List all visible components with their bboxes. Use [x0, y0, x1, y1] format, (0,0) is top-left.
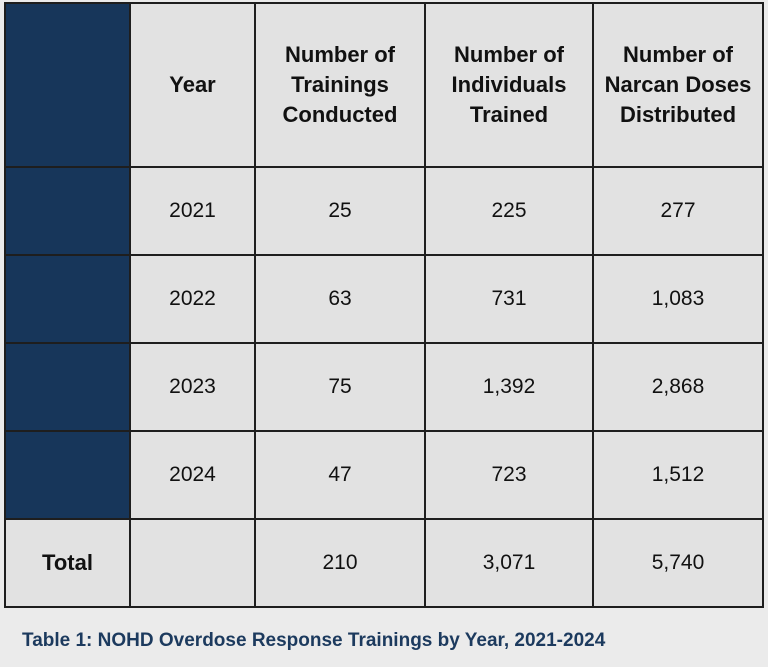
individuals-cell: 225: [424, 166, 594, 256]
training-data-table: Year Number of Trainings Conducted Numbe…: [4, 2, 764, 608]
table-row: 2023 75 1,392 2,868: [4, 342, 764, 432]
narcan-cell: 1,083: [592, 254, 764, 344]
trainings-cell: 25: [254, 166, 426, 256]
header-cell-trainings: Number of Trainings Conducted: [254, 2, 426, 168]
total-narcan-cell: 5,740: [592, 518, 764, 608]
header-cell-blank: [4, 2, 131, 168]
row-label-cell: [4, 342, 131, 432]
year-cell: 2021: [129, 166, 256, 256]
narcan-cell: 277: [592, 166, 764, 256]
table-row: 2022 63 731 1,083: [4, 254, 764, 344]
row-label-cell: [4, 254, 131, 344]
year-cell: 2024: [129, 430, 256, 520]
trainings-cell: 47: [254, 430, 426, 520]
table-header-row: Year Number of Trainings Conducted Numbe…: [4, 2, 764, 168]
individuals-cell: 1,392: [424, 342, 594, 432]
header-cell-year: Year: [129, 2, 256, 168]
table-container: Year Number of Trainings Conducted Numbe…: [4, 2, 764, 608]
trainings-cell: 63: [254, 254, 426, 344]
trainings-cell: 75: [254, 342, 426, 432]
row-label-cell: [4, 430, 131, 520]
table-row: 2021 25 225 277: [4, 166, 764, 256]
table-caption: Table 1: NOHD Overdose Response Training…: [22, 630, 606, 651]
table-total-row: Total 210 3,071 5,740: [4, 518, 764, 608]
total-individuals-cell: 3,071: [424, 518, 594, 608]
individuals-cell: 723: [424, 430, 594, 520]
header-cell-individuals: Number of Individuals Trained: [424, 2, 594, 168]
narcan-cell: 2,868: [592, 342, 764, 432]
total-trainings-cell: 210: [254, 518, 426, 608]
narcan-cell: 1,512: [592, 430, 764, 520]
table-row: 2024 47 723 1,512: [4, 430, 764, 520]
total-label-cell: Total: [4, 518, 131, 608]
total-year-cell: [129, 518, 256, 608]
individuals-cell: 731: [424, 254, 594, 344]
row-label-cell: [4, 166, 131, 256]
header-cell-narcan: Number of Narcan Doses Distributed: [592, 2, 764, 168]
year-cell: 2022: [129, 254, 256, 344]
year-cell: 2023: [129, 342, 256, 432]
